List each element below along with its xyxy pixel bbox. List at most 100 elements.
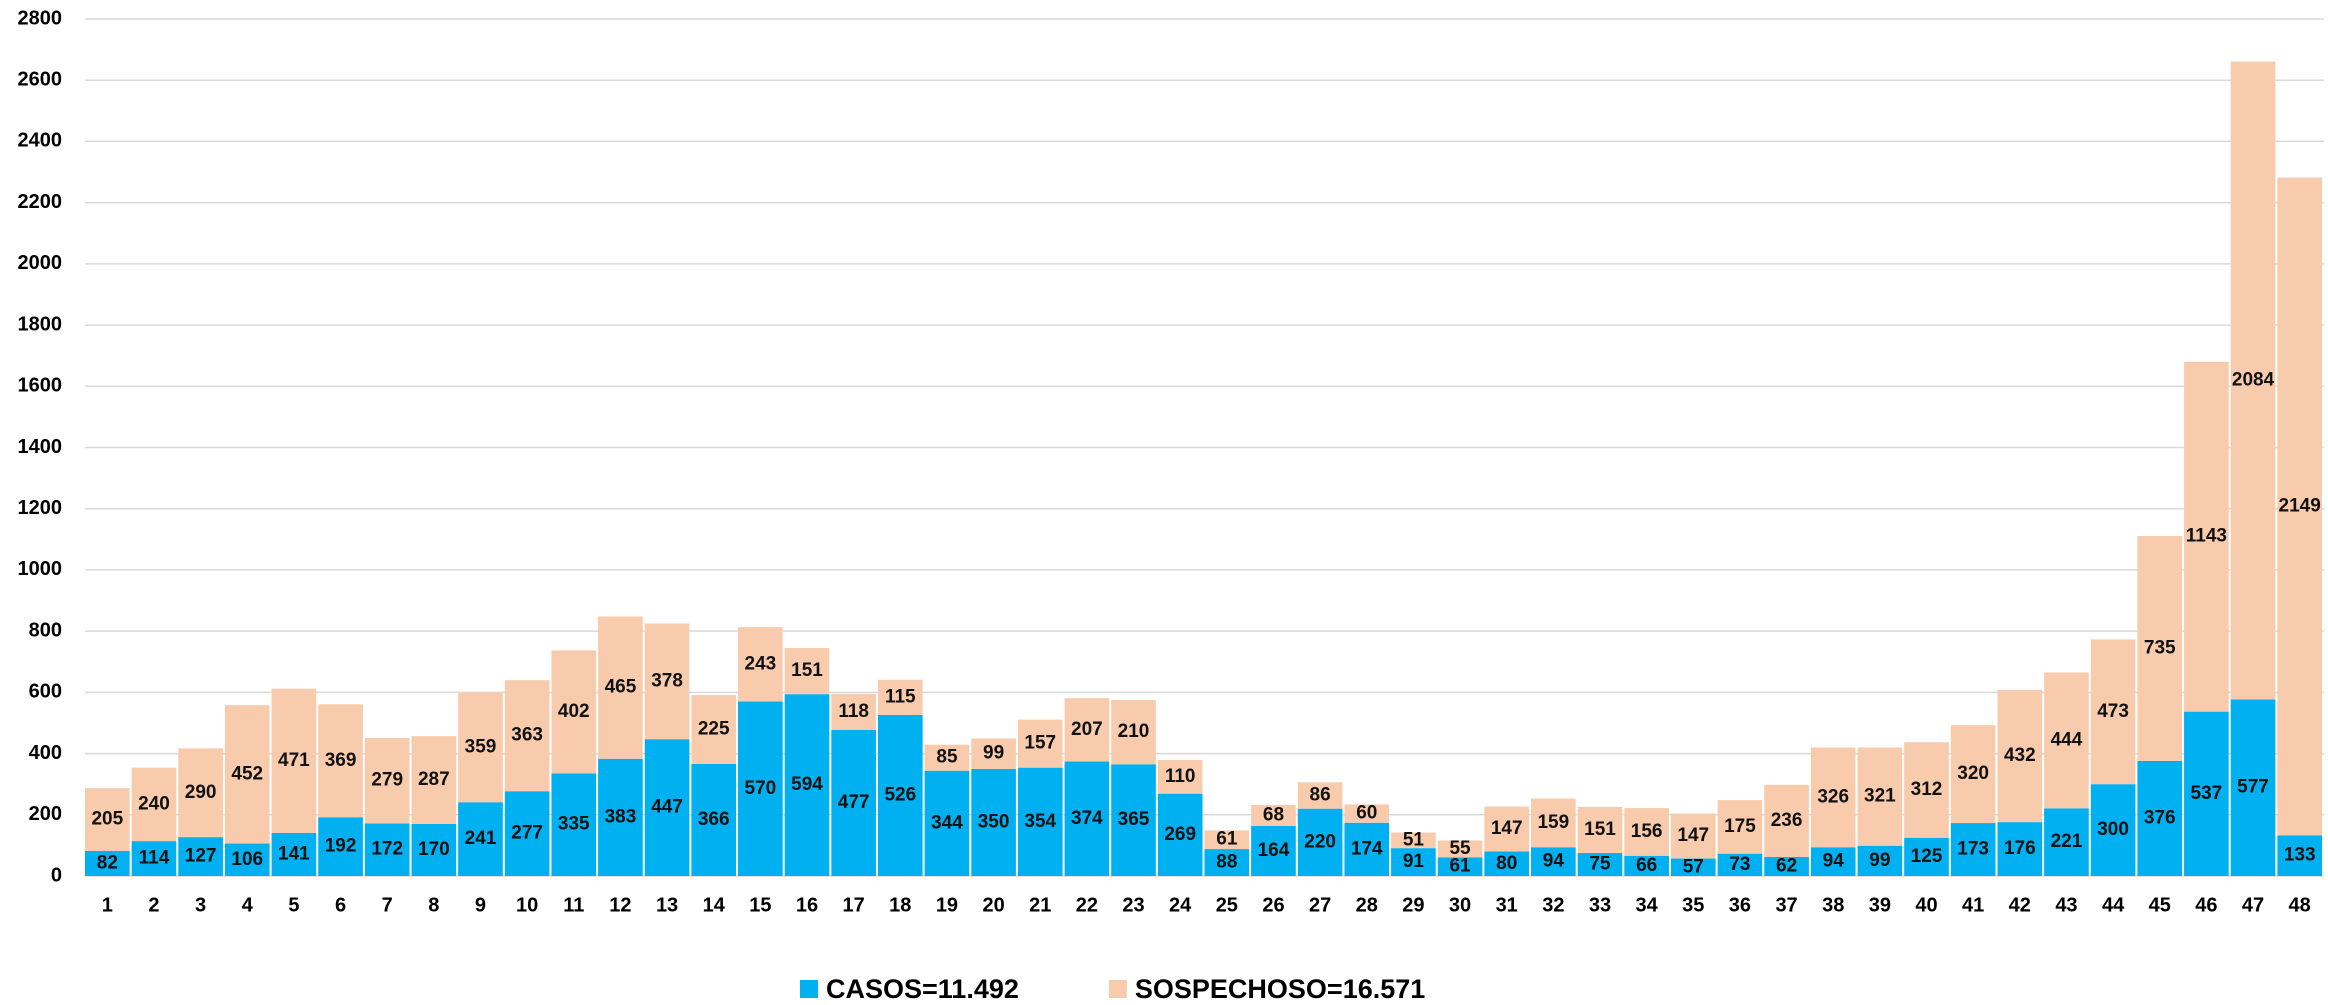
bar-segment	[1624, 808, 1669, 856]
x-tick-label: 16	[796, 894, 818, 916]
x-tick-label: 14	[703, 894, 726, 916]
bar-segment	[1577, 853, 1623, 876]
x-tick-label: 12	[609, 894, 631, 916]
bar-segment	[1764, 784, 1809, 858]
bar-segment	[784, 694, 830, 876]
bar-segment	[877, 715, 923, 876]
legend-label: SOSPECHOSO=16.571	[1135, 974, 1425, 1004]
y-tick-label: 400	[29, 742, 62, 764]
bar-segment	[1670, 858, 1716, 876]
x-tick-label: 36	[1729, 894, 1751, 916]
bar-segment	[1391, 848, 1436, 876]
y-tick-label: 600	[29, 681, 62, 703]
x-tick-label: 46	[2195, 894, 2217, 916]
y-tick-label: 2800	[18, 7, 63, 29]
data-label: 176	[2004, 838, 2036, 859]
data-label: 210	[1118, 721, 1150, 742]
data-label: 141	[278, 843, 310, 864]
bar-segment	[458, 692, 503, 803]
bar-segment	[411, 736, 457, 824]
x-tick-label: 6	[335, 894, 346, 916]
bar-segment	[1950, 823, 1996, 876]
data-label: 147	[1491, 818, 1523, 839]
y-tick-label: 1000	[18, 558, 63, 580]
data-label: 220	[1304, 831, 1336, 852]
bar-segment	[131, 767, 177, 842]
data-label: 326	[1817, 786, 1849, 807]
bar-segment	[2230, 699, 2276, 876]
data-label: 365	[1118, 809, 1150, 830]
bar-segment	[1017, 767, 1063, 876]
bar-segment	[1437, 840, 1483, 858]
bar-segment	[1624, 855, 1669, 876]
x-tick-label: 38	[1822, 894, 1844, 916]
data-label: 335	[558, 814, 590, 835]
data-label: 447	[651, 797, 683, 818]
bar-segment	[738, 701, 783, 876]
bar-segment	[2044, 808, 2089, 876]
data-label: 207	[1071, 719, 1103, 740]
data-label: 444	[2051, 729, 2083, 750]
x-tick-label: 34	[1636, 894, 1659, 916]
data-label: 465	[605, 677, 637, 698]
data-label: 221	[2051, 831, 2083, 852]
legend-swatch	[1108, 980, 1127, 998]
data-label: 61	[1216, 829, 1238, 850]
x-tick-label: 40	[1915, 894, 1937, 916]
x-tick-label: 45	[2149, 894, 2171, 916]
data-label: 174	[1351, 838, 1383, 859]
data-label: 73	[1729, 854, 1750, 875]
bar-segment	[1810, 747, 1856, 848]
data-label: 378	[651, 670, 683, 691]
bar-segment	[831, 693, 876, 731]
data-label: 376	[2144, 807, 2176, 828]
bar-segment	[1997, 689, 2043, 823]
bar-segment	[1531, 847, 1576, 876]
y-tick-label: 0	[51, 864, 62, 886]
bar-segment	[551, 773, 597, 876]
bar-segment	[2137, 535, 2183, 761]
data-label: 133	[2284, 845, 2316, 866]
x-tick-label: 5	[288, 894, 299, 916]
data-label: 106	[231, 849, 263, 870]
data-label: 62	[1776, 856, 1797, 877]
data-label: 369	[325, 750, 357, 771]
x-tick-label: 41	[1962, 894, 1984, 916]
bar-segment	[1904, 742, 1949, 838]
x-tick-label: 19	[936, 894, 958, 916]
data-label: 2084	[2232, 369, 2275, 390]
y-tick-label: 1400	[18, 436, 63, 458]
data-label: 173	[1957, 839, 1989, 860]
bar-segment	[2090, 639, 2136, 785]
bar-segment	[1997, 822, 2043, 876]
bar-segment	[1297, 808, 1343, 876]
data-label: 452	[231, 763, 263, 784]
data-label: 170	[418, 839, 450, 860]
y-tick-label: 1600	[18, 375, 63, 397]
bar-segment	[1437, 857, 1483, 876]
bar-segment	[1810, 847, 1856, 876]
x-tick-label: 4	[242, 894, 254, 916]
bar-segment	[738, 627, 783, 702]
data-label: 91	[1403, 851, 1425, 872]
bar-segment	[924, 770, 970, 876]
bar-segment	[504, 791, 550, 876]
bar-segment	[1391, 832, 1436, 849]
bar-segment	[1251, 825, 1296, 876]
data-label: 290	[185, 782, 217, 803]
data-label: 99	[1869, 850, 1890, 871]
data-label: 68	[1263, 804, 1284, 825]
bar-segment	[691, 763, 737, 876]
data-label: 159	[1537, 812, 1569, 833]
data-label: 125	[1911, 846, 1943, 867]
data-label: 1143	[2186, 526, 2227, 547]
x-tick-label: 22	[1076, 894, 1098, 916]
data-label: 94	[1823, 851, 1845, 872]
data-label: 363	[511, 725, 543, 746]
data-label: 359	[465, 736, 497, 757]
data-label: 157	[1024, 733, 1056, 754]
bar-segment	[1204, 849, 1250, 876]
bar-segment	[1717, 853, 1763, 876]
data-label: 192	[325, 836, 357, 857]
data-label: 66	[1636, 855, 1657, 876]
